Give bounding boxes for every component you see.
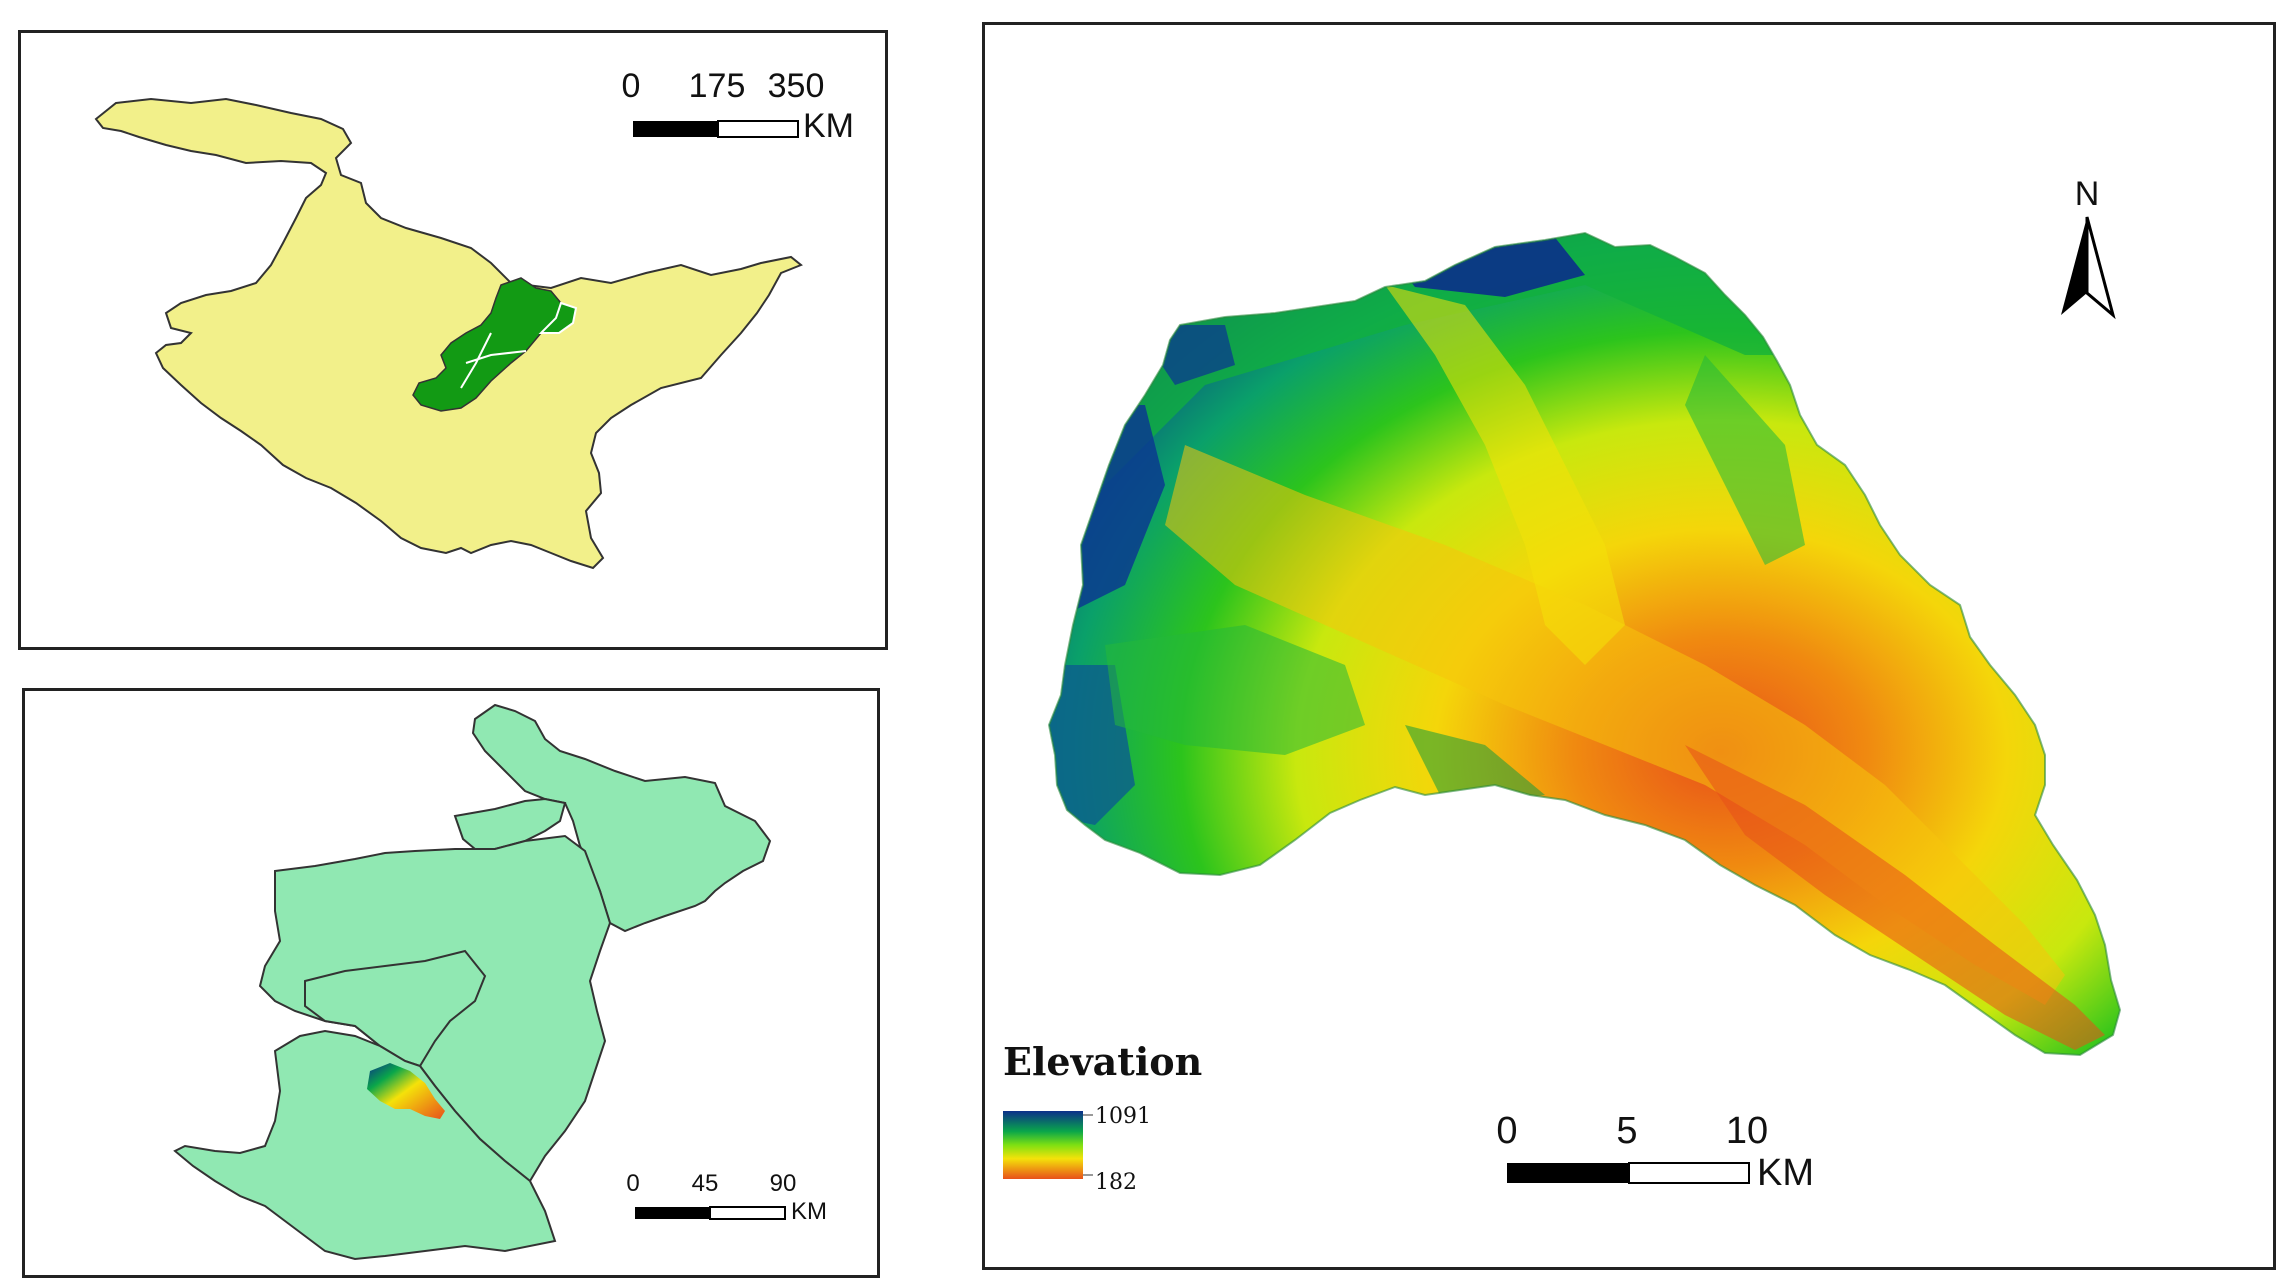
province-map-canvas: 0 175 350 KM [94,67,854,570]
scalebar-white-segment [717,120,799,138]
basin-dem-raster [1049,233,2120,1055]
north-arrow-label: N [2075,175,2100,213]
scalebar-black-segment [1507,1163,1629,1183]
region-scalebar: 0 45 90 KM [626,1170,827,1225]
scalebar-white-segment [1628,1162,1750,1184]
scalebar-black-segment [633,121,718,137]
scalebar-tick-2: 90 [770,1170,797,1197]
province-locator-map: 0 175 350 KM [18,30,888,650]
basin-scalebar: 0 5 10 KM [1496,1110,1814,1194]
study-region-subarea [538,301,578,334]
north-arrow: N [2061,175,2116,320]
county-northwest [453,797,567,850]
north-arrow-icon [2061,217,2087,315]
province-scalebar: 0 175 350 KM [622,67,854,145]
elevation-legend: Elevation 1091 182 [1003,1039,1202,1195]
region-locator-map: 0 45 90 KM [22,688,880,1278]
scalebar-white-segment [709,1206,786,1220]
county-inner [304,949,487,1068]
basin-elevation-map: N Elevation 1091 182 0 5 10 KM [982,22,2276,1270]
region-boundary-line [460,332,527,389]
basin-mini-dem [367,1063,445,1119]
scalebar-unit: KM [803,107,854,145]
scalebar-tick-2: 350 [768,67,825,105]
basin-boundary [1047,231,2122,1057]
legend-max-label: 1091 [1095,1104,1151,1129]
scalebar-tick-2: 10 [1726,1110,1768,1152]
county-shapes [173,703,772,1261]
province-shape [94,97,803,570]
scalebar-tick-1: 175 [689,67,746,105]
region-map-canvas: 0 45 90 KM [173,703,827,1261]
scalebar-tick-1: 5 [1616,1110,1637,1152]
basin-map-canvas: N Elevation 1091 182 0 5 10 KM [1003,175,2122,1195]
scalebar-tick-0: 0 [626,1170,639,1197]
scalebar-tick-0: 0 [622,67,641,105]
scalebar-tick-0: 0 [1496,1110,1517,1152]
legend-color-ramp [1003,1111,1083,1179]
scalebar-tick-1: 45 [692,1170,719,1197]
scalebar-black-segment [635,1207,710,1219]
scalebar-unit: KM [1757,1152,1814,1194]
county-southwest [173,1029,557,1261]
legend-title: Elevation [1003,1039,1202,1084]
legend-min-label: 182 [1095,1170,1137,1195]
scalebar-unit: KM [791,1198,827,1225]
